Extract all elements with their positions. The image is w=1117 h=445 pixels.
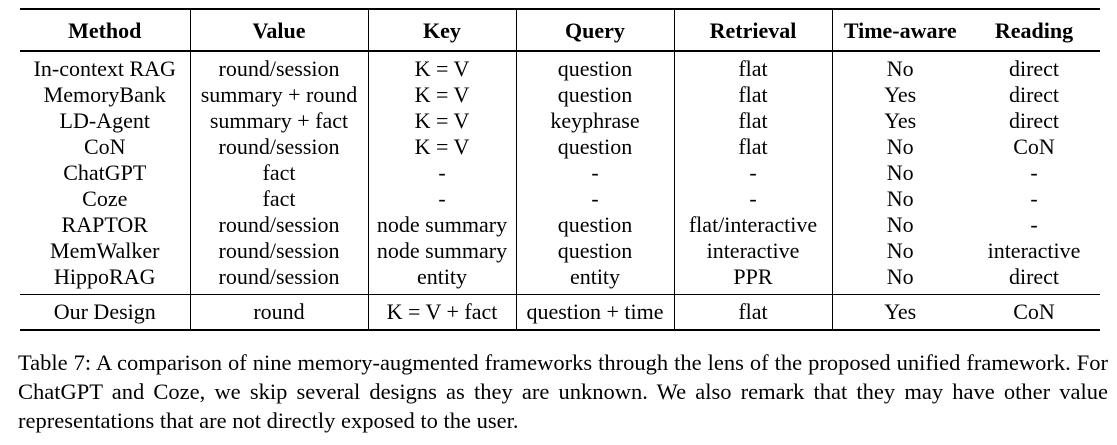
cell-query: question xyxy=(515,134,674,160)
cell-retrieval: flat xyxy=(673,108,832,134)
cell-query: question xyxy=(515,82,674,108)
cell-time-aware: No xyxy=(831,186,968,212)
cell-reading: CoN xyxy=(1013,299,1055,324)
cell-key: - xyxy=(367,186,516,212)
cell-reading: direct xyxy=(1008,264,1060,289)
table-row: MemWalker round/session node summary questi… xyxy=(20,238,1100,264)
cell-time-aware: No xyxy=(831,238,968,264)
cell-reading: - xyxy=(1030,212,1038,237)
cell-method: MemoryBank xyxy=(43,82,166,107)
cell-value: round/session xyxy=(189,264,368,295)
cell-query: question xyxy=(515,238,674,264)
cell-retrieval: flat xyxy=(673,294,832,330)
header-key: Key xyxy=(367,9,516,51)
table-row: ChatGPT fact - - - No - xyxy=(20,160,1100,186)
cell-key: - xyxy=(367,160,516,186)
cell-method: MemWalker xyxy=(50,238,160,263)
cell-retrieval: flat xyxy=(673,134,832,160)
cell-key: entity xyxy=(367,264,516,295)
cell-value: round/session xyxy=(189,212,368,238)
cell-retrieval: flat/interactive xyxy=(673,212,832,238)
caption-text: A comparison of nine memory-augmented fr… xyxy=(18,350,1108,433)
cell-time-aware: No xyxy=(831,212,968,238)
cell-reading: direct xyxy=(1008,56,1060,81)
cell-method: LD-Agent xyxy=(59,108,150,133)
caption-label: Table 7: xyxy=(18,350,92,375)
cell-value: summary + round xyxy=(189,82,368,108)
table-row-our-design: Our Design round K = V + fact question +… xyxy=(20,294,1100,330)
cell-method: Coze xyxy=(82,186,128,211)
cell-reading: interactive xyxy=(987,238,1081,263)
cell-reading: direct xyxy=(1008,82,1060,107)
comparison-table: Method Value Key Query Retrieval Time-aw… xyxy=(20,8,1100,331)
cell-reading: direct xyxy=(1008,108,1060,133)
cell-value: round/session xyxy=(189,134,368,160)
cell-time-aware: No xyxy=(831,160,968,186)
cell-value: round xyxy=(189,294,368,330)
cell-method: ChatGPT xyxy=(63,160,147,185)
table-row: RAPTOR round/session node summary question f… xyxy=(20,212,1100,238)
table-caption: Table 7: A comparison of nine memory-aug… xyxy=(18,348,1108,435)
cell-retrieval: flat xyxy=(673,82,832,108)
cell-query: question xyxy=(515,212,674,238)
cell-value: fact xyxy=(189,160,368,186)
cell-method: Our Design xyxy=(53,299,156,324)
cell-value: round/session xyxy=(189,238,368,264)
header-query: Query xyxy=(515,9,674,51)
comparison-table-container: Method Value Key Query Retrieval Time-aw… xyxy=(20,8,1100,331)
cell-query: - xyxy=(515,186,674,212)
cell-time-aware: No xyxy=(831,264,968,295)
cell-retrieval: PPR xyxy=(673,264,832,295)
cell-time-aware: Yes xyxy=(831,294,968,330)
cell-method: CoN xyxy=(83,134,126,159)
cell-retrieval: interactive xyxy=(673,238,832,264)
cell-value: round/session xyxy=(189,51,368,82)
cell-key: node summary xyxy=(367,238,516,264)
cell-reading: CoN xyxy=(1013,134,1055,159)
cell-key: K = V xyxy=(367,82,516,108)
cell-query: keyphrase xyxy=(515,108,674,134)
cell-retrieval: - xyxy=(673,186,832,212)
cell-retrieval: - xyxy=(673,160,832,186)
cell-key: K = V xyxy=(367,51,516,82)
header-method: Method xyxy=(68,18,142,43)
cell-query: - xyxy=(515,160,674,186)
cell-method: RAPTOR xyxy=(61,212,148,237)
header-reading: Reading xyxy=(994,18,1074,43)
cell-time-aware: Yes xyxy=(831,82,968,108)
cell-time-aware: No xyxy=(831,134,968,160)
cell-query: question + time xyxy=(515,294,674,330)
cell-retrieval: flat xyxy=(673,51,832,82)
table-row: Coze fact - - - No - xyxy=(20,186,1100,212)
cell-reading: - xyxy=(1030,186,1038,211)
table-row: HippoRAG round/session entity entity PPR No di… xyxy=(20,264,1100,295)
cell-query: question xyxy=(515,51,674,82)
table-header-row: Method Value Key Query Retrieval Time-aw… xyxy=(20,9,1100,51)
cell-key: K = V xyxy=(367,108,516,134)
cell-time-aware: No xyxy=(831,51,968,82)
cell-reading: - xyxy=(1030,160,1038,185)
header-retrieval: Retrieval xyxy=(673,9,832,51)
cell-value: summary + fact xyxy=(189,108,368,134)
cell-time-aware: Yes xyxy=(831,108,968,134)
cell-method: In-context RAG xyxy=(33,56,176,81)
cell-value: fact xyxy=(189,186,368,212)
cell-key: K = V + fact xyxy=(367,294,516,330)
cell-key: K = V xyxy=(367,134,516,160)
header-value: Value xyxy=(189,9,368,51)
cell-key: node summary xyxy=(367,212,516,238)
header-time-aware: Time-aware xyxy=(831,9,968,51)
cell-method: HippoRAG xyxy=(54,264,156,289)
cell-query: entity xyxy=(515,264,674,295)
